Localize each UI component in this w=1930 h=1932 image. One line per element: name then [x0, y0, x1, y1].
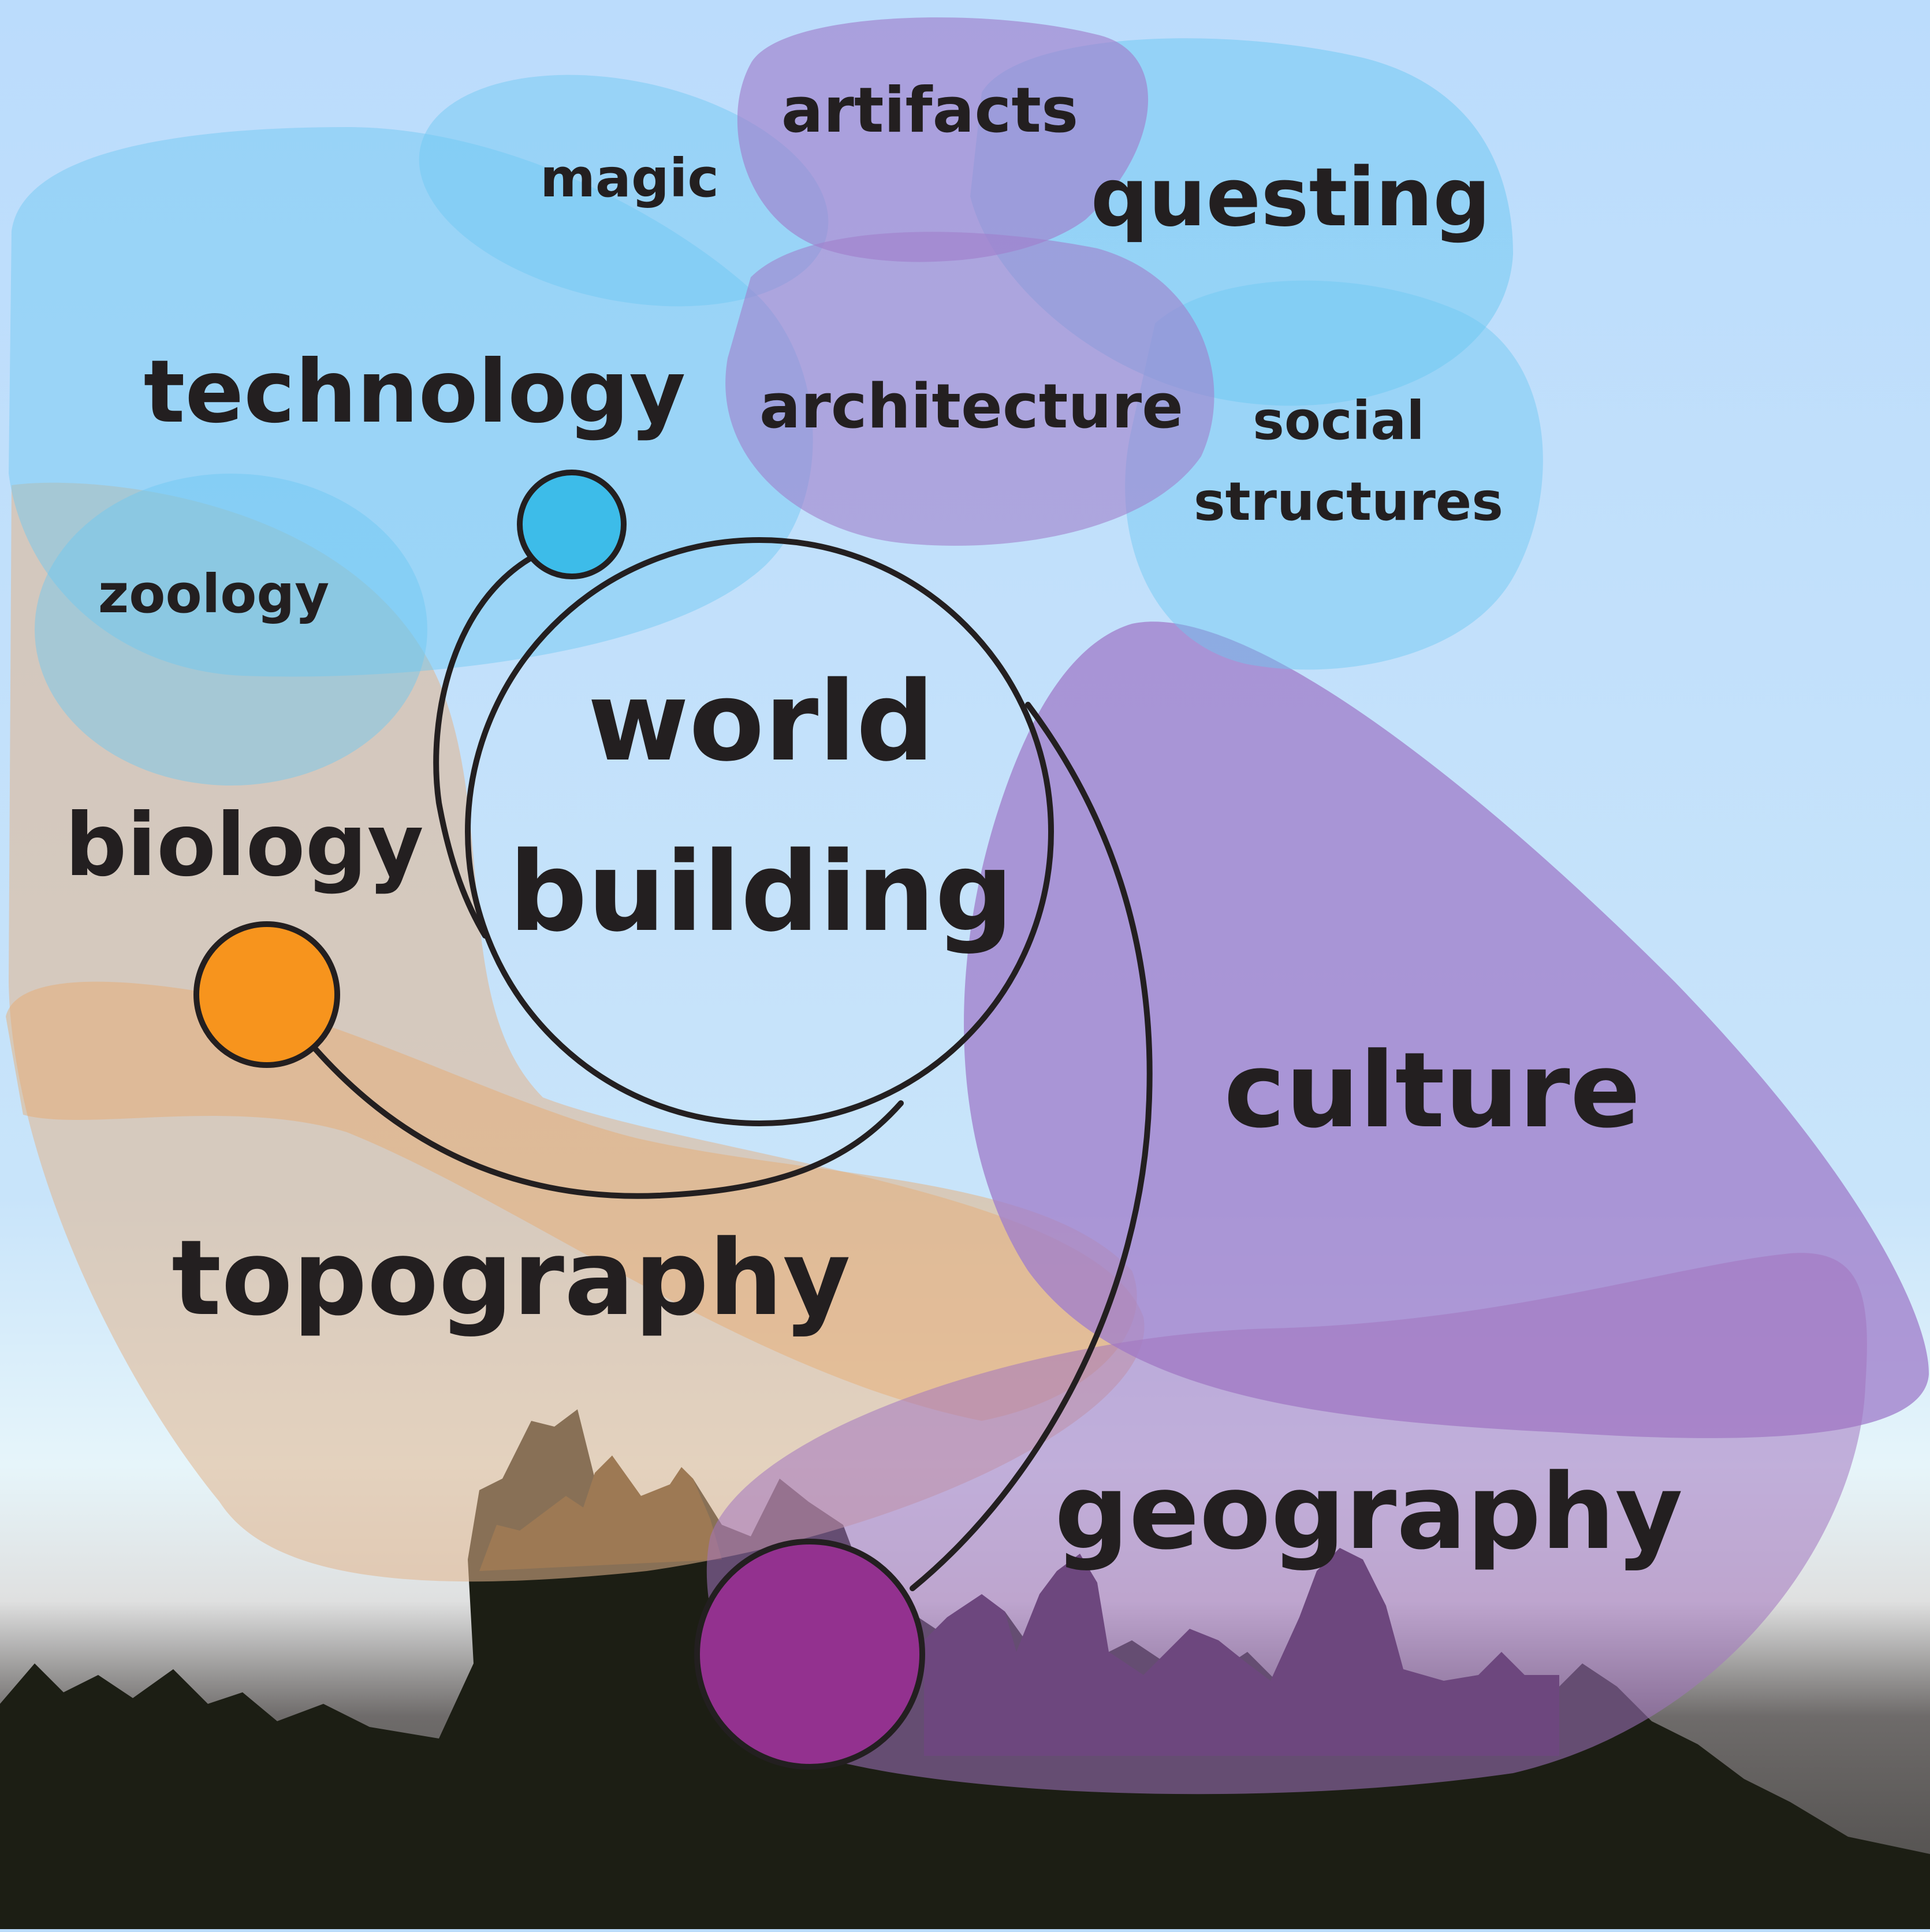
zoology-region [35, 474, 427, 786]
biology-connector [312, 1045, 904, 1199]
social-structures-label-line2: structures [1194, 471, 1503, 533]
culture-label: culture [1224, 1030, 1641, 1151]
artifacts-label: artifacts [781, 75, 1079, 147]
zoology-label: zoology [98, 563, 330, 625]
magic-label: magic [540, 147, 719, 209]
questing-label: questing [1091, 151, 1491, 245]
technology-connector [433, 552, 540, 939]
topography-label: topography [172, 1218, 851, 1339]
social-structures-region [1125, 280, 1543, 670]
biology-band [6, 981, 1137, 1421]
technology-node [517, 470, 627, 579]
geography-connector [910, 702, 1153, 1591]
topography-region [9, 482, 1145, 1582]
magic-region [419, 75, 829, 307]
artifacts-region [737, 17, 1149, 262]
geography-node [694, 1539, 925, 1770]
architecture-region [725, 232, 1214, 546]
geography-label: geography [1055, 1452, 1683, 1573]
geography-region [706, 1253, 1867, 1795]
architecture-label: architecture [759, 371, 1183, 442]
biology-node [193, 921, 340, 1068]
social-structures-label-line1: social [1253, 390, 1425, 452]
culture-region [964, 621, 1929, 1438]
center-circle [465, 537, 1054, 1126]
connection-lines [312, 537, 1153, 1591]
technology-label: technology [144, 342, 686, 442]
center-title-line2: building [509, 828, 1014, 956]
biology-label: biology [65, 795, 423, 896]
center-title-line1: world [588, 658, 935, 786]
